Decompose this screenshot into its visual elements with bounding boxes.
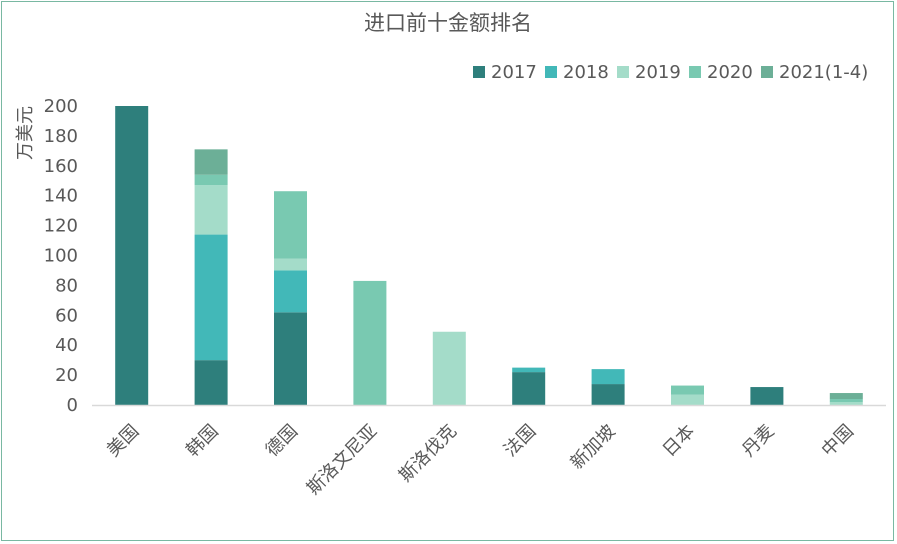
bar-segment-20211-4-9 xyxy=(829,393,863,400)
y-tick-label: 180 xyxy=(44,126,78,147)
bar-segment-2017-5 xyxy=(512,372,546,405)
x-tick-label: 斯洛伐克 xyxy=(395,421,461,487)
x-tick-label: 中国 xyxy=(818,421,858,461)
legend-swatch xyxy=(545,66,557,78)
y-tick-label: 140 xyxy=(44,186,78,207)
y-axis-label: 万美元 xyxy=(15,106,36,160)
x-tick-label: 丹麦 xyxy=(738,421,778,461)
y-tick-label: 100 xyxy=(44,246,78,267)
bar-segment-2020-2 xyxy=(274,191,307,259)
legend: 2017 2018 2019 2020 2021(1-4) xyxy=(473,62,868,83)
legend-swatch xyxy=(761,66,773,78)
legend-swatch xyxy=(689,66,701,78)
bar-segment-2017-0 xyxy=(115,106,149,405)
y-tick-label: 60 xyxy=(55,305,78,326)
x-tick-label: 德国 xyxy=(262,421,302,461)
bar-segment-2019-1 xyxy=(194,185,228,235)
bar-segment-2019-4 xyxy=(432,331,466,405)
bar-segment-2017-1 xyxy=(194,360,228,405)
bar-segment-2019-7 xyxy=(671,394,704,405)
bar-segment-2020-1 xyxy=(194,174,228,186)
bar-segment-2020-3 xyxy=(353,280,387,405)
x-tick-label: 斯洛文尼亚 xyxy=(303,421,381,499)
bar-segment-2019-9 xyxy=(829,402,863,405)
bar-segment-2018-2 xyxy=(274,270,307,313)
y-tick-label: 160 xyxy=(44,156,78,177)
bar-segment-2020-7 xyxy=(671,385,704,395)
x-tick-label: 美国 xyxy=(103,421,143,461)
legend-label: 2020 xyxy=(707,62,753,83)
y-tick-label: 80 xyxy=(55,275,78,296)
legend-label: 2018 xyxy=(563,62,609,83)
bar-segment-2017-8 xyxy=(750,387,784,405)
bar-segment-2019-2 xyxy=(274,258,307,271)
legend-label: 2019 xyxy=(635,62,681,83)
legend-swatch xyxy=(473,66,485,78)
y-axis-ticks: 0 20 40 60 80 100 120 140 160 180 200 xyxy=(44,96,78,416)
bar-segment-2018-5 xyxy=(512,367,546,373)
bar-segment-20211-4-1 xyxy=(194,149,228,175)
legend-swatch xyxy=(617,66,629,78)
bars xyxy=(115,106,863,405)
legend-label: 2017 xyxy=(491,62,537,83)
x-axis-ticks: 美国 韩国 德国 斯洛文尼亚 斯洛伐克 法国 新加坡 日本 丹麦 中国 xyxy=(103,421,858,499)
bar-segment-2017-6 xyxy=(591,384,625,405)
legend-label: 2021(1-4) xyxy=(779,62,868,83)
y-tick-label: 20 xyxy=(55,365,78,386)
bar-segment-2018-6 xyxy=(591,369,625,385)
x-tick-label: 法国 xyxy=(500,421,540,461)
y-tick-label: 120 xyxy=(44,216,78,237)
x-tick-label: 新加坡 xyxy=(567,421,620,474)
chart-title: 进口前十金额排名 xyxy=(364,11,532,35)
bar-segment-2018-1 xyxy=(194,234,228,361)
y-tick-label: 0 xyxy=(67,395,78,416)
x-tick-label: 日本 xyxy=(659,421,699,461)
bar-segment-2017-2 xyxy=(274,312,307,405)
y-tick-label: 200 xyxy=(44,96,78,117)
bar-segment-2020-9 xyxy=(829,399,863,403)
x-tick-label: 韩国 xyxy=(182,421,222,461)
y-tick-label: 40 xyxy=(55,335,78,356)
